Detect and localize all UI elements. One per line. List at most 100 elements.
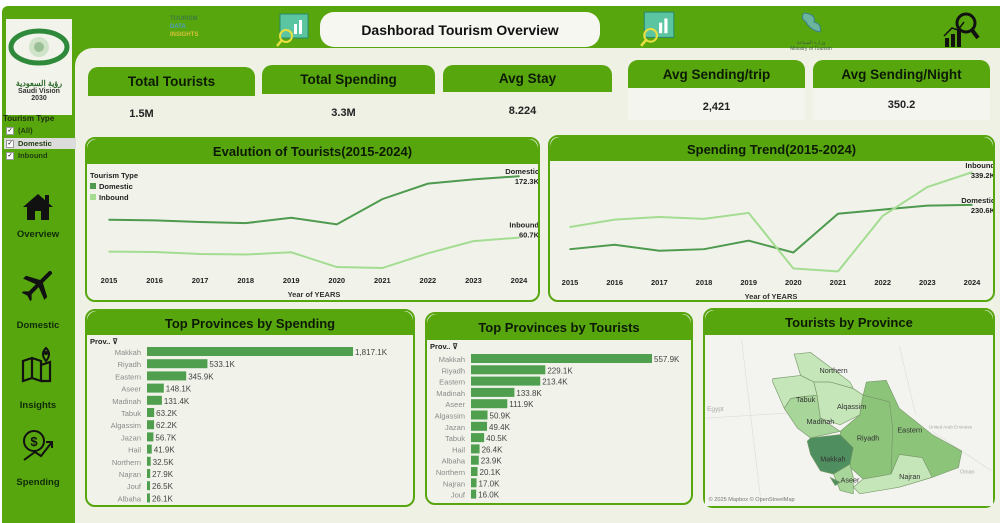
province-label: Madinah [436, 389, 465, 398]
province-label: Albaha [118, 494, 142, 503]
kpi-value: 2,421 [628, 88, 805, 120]
analytics-report-icon [640, 11, 675, 47]
legend-label: Domestic [99, 182, 133, 191]
nav-overview[interactable]: Overview [4, 192, 72, 240]
tourism-data-insights-logo: TOURISM DATA INSIGHTS [170, 16, 199, 38]
data-point [881, 215, 884, 217]
series-end-name: Domestic [961, 196, 993, 205]
province-label: Jazan [121, 433, 141, 442]
chart-title: Spending Trend(2015-2024) [550, 137, 993, 161]
province-label: Najran [443, 479, 465, 488]
province-label: Madinah [112, 397, 141, 406]
province-label: Tabuk [445, 434, 465, 443]
page-title: Dashborad Tourism Overview [320, 12, 600, 47]
tourists-line-chart: 2015 2016 2017 2018 2019 2020 2021 2022 2023 2024… [90, 167, 540, 299]
data-point [290, 251, 293, 254]
data-point [971, 204, 973, 206]
data-point [335, 266, 338, 268]
ministry-of-tourism-logo: وزارة السياحة Ministry of Tourism [780, 10, 842, 52]
map-label: United Arab Emirates [929, 425, 973, 430]
bar-value-label: 213.4K [542, 378, 568, 387]
chart-title: Tourists by Province [705, 310, 993, 335]
series-end-name: Domestic [505, 167, 538, 176]
x-tick-label: 2021 [830, 278, 847, 287]
bar-value-label: 49.4K [489, 423, 511, 432]
bar-value-label: 17.0K [479, 479, 501, 488]
data-point [244, 253, 247, 256]
legend-swatch [90, 183, 96, 189]
province-label: Hail [128, 446, 141, 455]
spending-line-chart: 2015 2016 2017 2018 2019 2020 2021 2022 2023 2024… [562, 161, 996, 301]
map-label: Northern [820, 366, 848, 375]
province-label: Northern [436, 468, 465, 477]
bar-value-label: 111.9K [509, 400, 534, 409]
map-label: Eastern [897, 425, 922, 434]
province-label: Makkah [439, 355, 465, 364]
kpi-label: Total Tourists [88, 67, 255, 96]
map-label: Oman [960, 469, 974, 475]
province-label: Albaha [442, 457, 466, 466]
checkbox[interactable]: ✓ [6, 139, 14, 148]
bar-albaha [471, 455, 479, 465]
map-attribution: © 2025 Mapbox © OpenStreetMap [709, 496, 795, 503]
bar-riyadh [471, 365, 546, 375]
x-axis-label: Year of YEARS [288, 290, 341, 299]
filter-option-inbound[interactable]: ✓ Inbound [4, 150, 76, 161]
bar-value-label: 23.9K [481, 457, 503, 466]
checkbox[interactable]: ✓ [6, 126, 14, 135]
bar-northern [471, 467, 478, 476]
bar-value-label: 41.9K [154, 446, 176, 455]
series-end-value: 230.6K [971, 206, 993, 215]
analytics-report-icon [276, 13, 309, 47]
x-tick-label: 2020 [328, 276, 345, 285]
vision-eye-icon [8, 28, 70, 66]
bar-makkah [471, 354, 652, 363]
x-tick-label: 2015 [101, 276, 118, 285]
region-jazan [829, 476, 841, 487]
data-point [108, 250, 110, 253]
bar-algassim [471, 410, 488, 420]
filter-option-all[interactable]: ✓ (All) [4, 125, 76, 136]
x-tick-label: 2016 [606, 278, 623, 287]
data-point [153, 219, 156, 222]
data-point [518, 175, 520, 178]
province-label: Jouf [451, 491, 466, 500]
map-label: Najran [899, 472, 920, 481]
province-label: Makkah [115, 348, 141, 357]
region-najran [852, 454, 933, 495]
kpi-avg-stay: Avg Stay 8.224 [443, 65, 612, 117]
x-tick-label: 2017 [192, 276, 209, 285]
bar-jouf [471, 489, 477, 499]
nav-domestic[interactable]: Domestic [4, 265, 72, 331]
vision-line1: Saudi Vision [18, 88, 60, 95]
x-tick-label: 2024 [511, 276, 529, 285]
chart-title: Top Provinces by Spending [87, 311, 413, 335]
province-label: Hail [452, 445, 465, 454]
map-label: Riyadh [857, 434, 879, 443]
bar-aseer [471, 399, 508, 409]
bar-eastern [471, 376, 541, 386]
data-point [381, 267, 384, 269]
region-aseer [833, 463, 854, 495]
spending-bar-chart: Prov.. ⊽ Makkah 1,817.1K Riyadh 533.1K Easter… [90, 337, 388, 503]
checkbox[interactable]: ✓ [6, 151, 14, 160]
data-point [199, 221, 201, 223]
bar-madinah [147, 395, 162, 405]
saudi-province-map[interactable]: Northern Tabuk Alqassim Madinah Riyadh E… [705, 335, 993, 506]
series-end-value: 339.2K [971, 171, 993, 180]
nav-insights[interactable]: Insights [4, 345, 72, 411]
nav-label: Insights [19, 400, 57, 411]
map-label: Aseer [841, 475, 860, 484]
x-tick-label: 2019 [740, 278, 757, 287]
nav-spending[interactable]: $ Spending [4, 428, 72, 488]
data-point [926, 204, 929, 207]
kpi-label: Total Spending [262, 65, 435, 94]
map-label: Madinah [807, 417, 835, 426]
bar-albaha [147, 493, 150, 503]
data-point [244, 222, 247, 224]
filter-option-domestic[interactable]: ✓ Domestic [4, 138, 76, 149]
nav-label: Overview [16, 229, 60, 240]
x-tick-label: 2018 [237, 276, 254, 285]
province-label: Eastern [439, 378, 465, 387]
data-point [837, 270, 839, 273]
